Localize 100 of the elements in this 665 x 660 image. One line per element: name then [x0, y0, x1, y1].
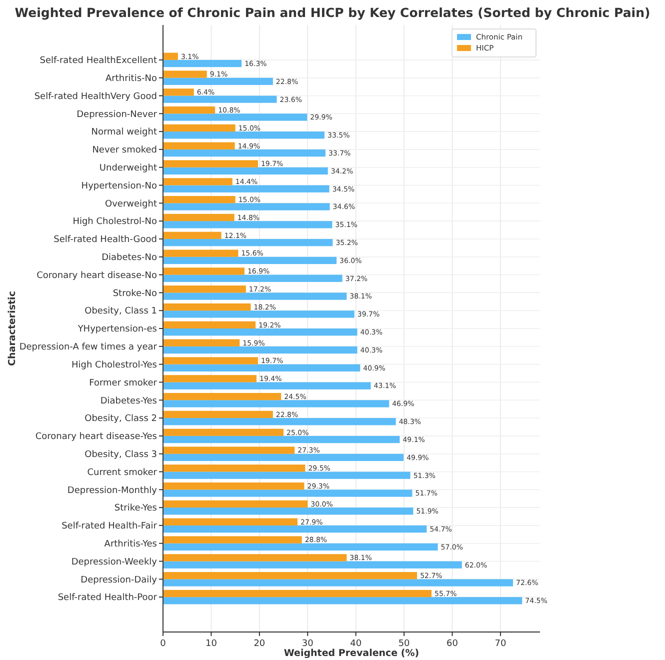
bar [163, 446, 295, 454]
bar [163, 160, 258, 168]
bar [163, 286, 246, 293]
bar [163, 310, 354, 318]
y-tick-label: Depression-A few times a year [19, 342, 158, 353]
y-tick-label: Self-rated Health-Good [54, 235, 157, 246]
y-tick-label: Current smoker [87, 468, 158, 478]
bar [163, 590, 432, 598]
bar [163, 482, 304, 490]
bar [163, 428, 284, 436]
bar [163, 303, 251, 311]
bar [163, 88, 194, 96]
y-tick-label: Depression-Weekly [71, 557, 158, 568]
bar [163, 96, 277, 103]
bar [163, 52, 178, 60]
bar [163, 232, 222, 239]
bar [163, 142, 235, 150]
bar [163, 70, 207, 78]
y-axis-title: Characteristic [7, 291, 18, 366]
bar [163, 472, 410, 479]
y-tick-label: Self-rated Health-Poor [58, 593, 158, 604]
bar [163, 561, 462, 568]
bar [163, 375, 257, 382]
y-tick-label: Arthritis-Yes [104, 540, 158, 550]
y-tick-label: Diabetes-Yes [100, 396, 158, 406]
bar [163, 185, 330, 192]
bar [163, 392, 282, 400]
x-tick-label: 60 [446, 639, 458, 649]
bar [163, 256, 337, 264]
x-tick-label: 0 [160, 639, 166, 649]
x-tick-label: 50 [398, 639, 410, 649]
y-tick-label: Overweight [105, 199, 158, 210]
bar [163, 346, 358, 354]
bar [163, 554, 347, 562]
y-tick-label: Diabetes-No [102, 253, 158, 264]
y-tick-label: Obesity, Class 3 [84, 450, 157, 460]
bar [163, 78, 273, 85]
bar [163, 536, 302, 544]
bar [163, 572, 418, 580]
x-tick-label: 10 [205, 639, 218, 649]
bar [163, 500, 308, 508]
x-tick-label: 70 [494, 639, 506, 649]
bar [163, 543, 438, 551]
y-tick-label: Underweight [99, 164, 158, 174]
bar [163, 525, 427, 533]
bar [163, 339, 240, 346]
bar [163, 268, 244, 275]
y-tick-label: Coronary heart disease-Yes [35, 432, 158, 442]
y-tick-label: Obesity, Class 2 [84, 414, 157, 424]
bar [163, 167, 328, 175]
bar [163, 214, 234, 222]
bar [163, 292, 347, 300]
y-tick-label: Stroke-No [112, 288, 158, 299]
bar [163, 106, 216, 114]
y-tick-label: Hypertension-No [81, 181, 158, 192]
bar [163, 328, 358, 336]
x-tick-label: 30 [302, 639, 314, 649]
bar [163, 250, 238, 257]
y-tick-label: Depression-Monthly [67, 486, 158, 496]
bar [163, 400, 390, 408]
y-tick-label: Normal weight [91, 128, 158, 138]
bar [163, 508, 414, 515]
bar [163, 597, 522, 604]
bar [163, 464, 306, 472]
bar [163, 518, 298, 526]
bar [163, 454, 404, 461]
y-tick-label: Self-rated HealthVery Good [34, 92, 157, 102]
bar [163, 178, 232, 186]
bar [163, 410, 273, 418]
chart-title: Weighted Prevalence of Chronic Pain and HICP by Key Correlates (Sorted by Chronic Pain) [14, 5, 650, 20]
bar [163, 132, 325, 139]
y-tick-label: High Cholestrol-No [72, 217, 158, 228]
y-tick-label: Depression-Never [76, 110, 158, 120]
x-axis-title: Weighted Prevalence (%) [284, 648, 420, 659]
y-tick-label: Arthritis-No [106, 74, 158, 84]
bar [163, 579, 514, 586]
bar [163, 114, 308, 121]
y-tick-label: High Cholestrol-Yes [71, 360, 158, 370]
y-tick-label: Former smoker [89, 378, 158, 388]
bar [163, 382, 371, 390]
bar [163, 196, 236, 204]
bar [163, 490, 412, 497]
y-tick-label: YHypertension-es [76, 324, 158, 335]
bar [163, 203, 330, 210]
bar [163, 60, 242, 68]
x-tick-label: 20 [254, 639, 266, 649]
bar [163, 238, 333, 246]
bar [163, 274, 342, 282]
x-tick-label: 40 [350, 639, 362, 649]
bar [163, 124, 236, 132]
y-tick-label: Never smoked [92, 146, 157, 156]
y-tick-label: Obesity, Class 1 [84, 306, 157, 317]
y-tick-label: Coronary heart disease-No [36, 270, 158, 281]
bar [163, 436, 400, 444]
y-tick-label: Self-rated HealthExcellent [40, 56, 158, 66]
y-tick-label: Depression-Daily [80, 575, 158, 586]
bar [163, 321, 256, 328]
bar [163, 418, 396, 426]
y-tick-label: Strike-Yes [114, 504, 158, 514]
bar [163, 221, 332, 228]
